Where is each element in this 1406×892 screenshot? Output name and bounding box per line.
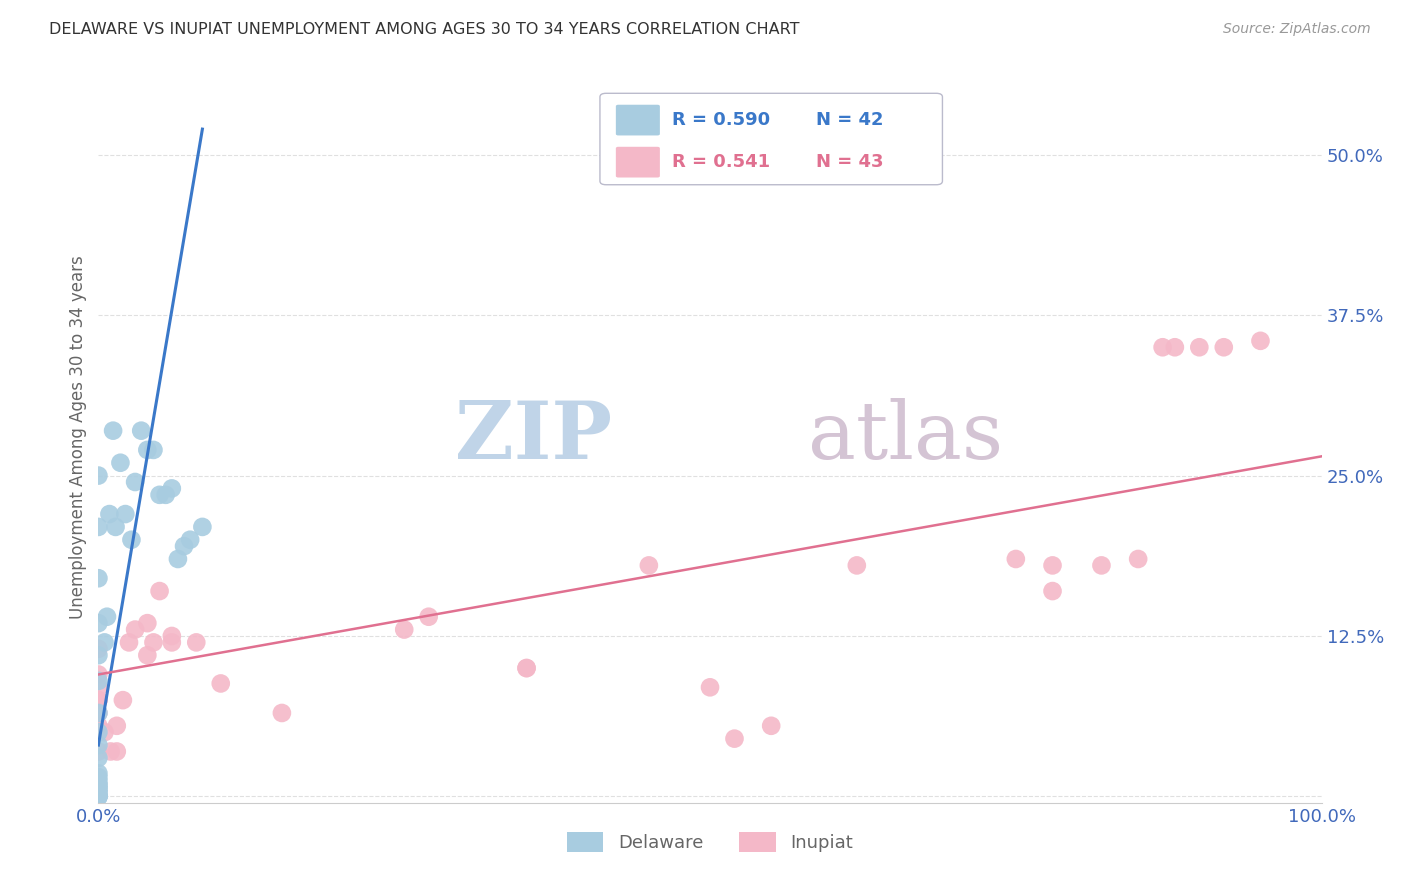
Point — [118, 635, 141, 649]
Point — [515, 661, 537, 675]
Point — [1128, 552, 1150, 566]
Legend: Delaware, Inupiat: Delaware, Inupiat — [560, 824, 860, 860]
Point — [1188, 340, 1211, 354]
Point — [87, 789, 110, 804]
Point — [87, 751, 110, 765]
Point — [1042, 558, 1064, 573]
Point — [129, 424, 152, 438]
Point — [1152, 340, 1174, 354]
Point — [1164, 340, 1187, 354]
Point — [149, 584, 172, 599]
Point — [98, 507, 121, 521]
Point — [418, 609, 440, 624]
Point — [191, 520, 214, 534]
Point — [699, 681, 721, 695]
Point — [149, 488, 172, 502]
Text: DELAWARE VS INUPIAT UNEMPLOYMENT AMONG AGES 30 TO 34 YEARS CORRELATION CHART: DELAWARE VS INUPIAT UNEMPLOYMENT AMONG A… — [49, 22, 800, 37]
Point — [87, 616, 110, 631]
Point — [87, 667, 110, 681]
Point — [124, 475, 146, 489]
FancyBboxPatch shape — [600, 94, 942, 185]
Point — [515, 661, 537, 675]
Point — [392, 623, 416, 637]
FancyBboxPatch shape — [616, 147, 659, 178]
Point — [87, 706, 110, 720]
Point — [87, 778, 110, 792]
Point — [87, 468, 110, 483]
Point — [186, 635, 208, 649]
Point — [179, 533, 201, 547]
Point — [87, 641, 110, 656]
Point — [87, 719, 110, 733]
Text: ZIP: ZIP — [456, 398, 612, 476]
Point — [87, 693, 110, 707]
Point — [105, 719, 128, 733]
Point — [87, 681, 110, 695]
Point — [87, 785, 110, 799]
Point — [142, 442, 165, 457]
Point — [155, 488, 177, 502]
Point — [1004, 552, 1026, 566]
Point — [637, 558, 661, 573]
Point — [93, 635, 115, 649]
Point — [209, 676, 232, 690]
Point — [160, 629, 183, 643]
Point — [761, 719, 783, 733]
Point — [136, 648, 159, 663]
Point — [120, 533, 142, 547]
Text: Source: ZipAtlas.com: Source: ZipAtlas.com — [1223, 22, 1371, 37]
Text: N = 42: N = 42 — [817, 112, 884, 129]
Point — [173, 539, 195, 553]
Point — [87, 789, 110, 804]
Point — [87, 789, 110, 804]
Point — [114, 507, 136, 521]
Point — [87, 693, 110, 707]
Text: N = 43: N = 43 — [817, 153, 884, 171]
Text: R = 0.590: R = 0.590 — [672, 112, 770, 129]
Point — [845, 558, 868, 573]
Point — [1042, 584, 1064, 599]
Point — [87, 725, 110, 739]
Point — [87, 744, 110, 758]
Point — [87, 738, 110, 752]
Point — [104, 520, 127, 534]
Point — [87, 789, 110, 804]
Point — [87, 673, 110, 688]
Point — [136, 442, 159, 457]
Text: atlas: atlas — [808, 398, 1002, 476]
Point — [110, 456, 132, 470]
Point — [124, 623, 146, 637]
Point — [87, 648, 110, 663]
Point — [723, 731, 745, 746]
Point — [87, 766, 110, 780]
Point — [270, 706, 294, 720]
Point — [142, 635, 165, 649]
Point — [111, 693, 134, 707]
Point — [160, 482, 183, 496]
Point — [1249, 334, 1271, 348]
Point — [87, 774, 110, 789]
Point — [1212, 340, 1234, 354]
Point — [101, 424, 124, 438]
Point — [87, 706, 110, 720]
Point — [100, 744, 122, 758]
Point — [87, 770, 110, 784]
Point — [87, 785, 110, 799]
Text: R = 0.541: R = 0.541 — [672, 153, 770, 171]
Point — [167, 552, 190, 566]
Point — [87, 781, 110, 796]
Point — [87, 520, 110, 534]
Point — [1090, 558, 1112, 573]
Point — [93, 725, 115, 739]
Point — [105, 744, 128, 758]
Point — [87, 781, 110, 796]
Point — [87, 778, 110, 792]
Y-axis label: Unemployment Among Ages 30 to 34 years: Unemployment Among Ages 30 to 34 years — [69, 255, 87, 619]
Point — [160, 635, 183, 649]
Point — [96, 609, 118, 624]
FancyBboxPatch shape — [616, 104, 659, 136]
Point — [87, 571, 110, 585]
Point — [136, 616, 159, 631]
